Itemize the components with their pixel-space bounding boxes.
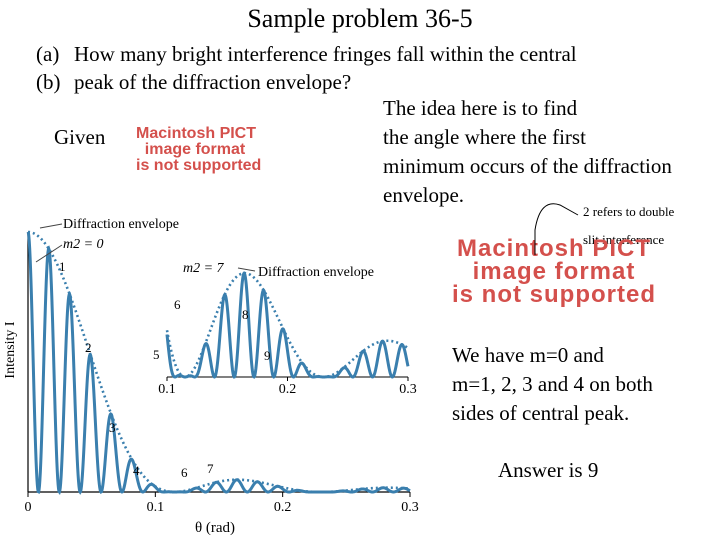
order-label: 8 bbox=[242, 307, 249, 322]
x-axis-label: θ (rad) bbox=[195, 520, 235, 536]
y-axis-label: Intensity I bbox=[3, 321, 18, 378]
question-a-text: How many bright interference fringes fal… bbox=[74, 42, 577, 66]
order-label: 6 bbox=[174, 297, 181, 312]
have-line: m=1, 2, 3 and 4 on both bbox=[452, 372, 653, 396]
idea-line: The idea here is to find bbox=[383, 96, 578, 120]
m2-zero-pointer bbox=[35, 244, 63, 263]
placeholder-line: is not supported bbox=[136, 157, 262, 174]
order-label: 7 bbox=[207, 461, 214, 476]
unsupported-image-placeholder: Macintosh PICT image format is not suppo… bbox=[136, 125, 262, 174]
order-label: 5 bbox=[153, 347, 160, 362]
question-b-marker: (b) bbox=[36, 70, 61, 94]
idea-line: envelope. bbox=[383, 183, 465, 207]
note-line: slit interference bbox=[583, 232, 665, 247]
inset-x-tick-label: 0.1 bbox=[158, 382, 176, 397]
note-line: 2 refers to double bbox=[583, 204, 675, 219]
diffraction-envelope-curve bbox=[27, 230, 411, 494]
inset-envelope-pointer bbox=[237, 267, 256, 272]
have-line: We have m=0 and bbox=[452, 343, 604, 367]
given-label: Given bbox=[54, 125, 106, 149]
placeholder-line: Macintosh PICT bbox=[456, 235, 651, 262]
order-label: 1 bbox=[59, 259, 66, 274]
inset-fringes-curve bbox=[165, 271, 410, 379]
unsupported-image-placeholder: Macintosh PICT image format is not suppo… bbox=[408, 235, 700, 308]
envelope-pointer bbox=[39, 223, 63, 229]
answer-text: Answer is 9 bbox=[498, 458, 599, 482]
x-tick-label: 0.1 bbox=[147, 500, 165, 515]
slide-title: Sample problem 36-5 bbox=[247, 4, 473, 33]
question-b-text: peak of the diffraction envelope? bbox=[74, 70, 352, 94]
order-label: 2 bbox=[85, 340, 92, 355]
order-label: 6 bbox=[181, 465, 188, 480]
have-line: sides of central peak. bbox=[452, 401, 630, 425]
idea-line: the angle where the first bbox=[383, 125, 586, 149]
m2-seven-label: m2 = 7 bbox=[183, 261, 225, 276]
x-tick-label: 0.2 bbox=[274, 500, 292, 515]
envelope-label: Diffraction envelope bbox=[63, 217, 179, 232]
placeholder-line: Macintosh PICT bbox=[136, 125, 257, 142]
inset-x-tick-label: 0.2 bbox=[279, 382, 297, 397]
note-connector bbox=[534, 203, 579, 255]
order-label: 4 bbox=[133, 463, 140, 478]
order-label: 3 bbox=[109, 420, 116, 435]
x-tick-label: 0.3 bbox=[401, 500, 419, 515]
placeholder-line: image format bbox=[472, 257, 636, 285]
idea-line: minimum occurs of the diffraction bbox=[383, 154, 672, 178]
inset-envelope-label: Diffraction envelope bbox=[258, 265, 374, 280]
x-tick-label: 0 bbox=[25, 500, 32, 515]
placeholder-line: is not supported bbox=[452, 280, 656, 308]
question-a-marker: (a) bbox=[36, 42, 60, 66]
order-label: 9 bbox=[264, 348, 271, 363]
inset-x-tick-label: 0.3 bbox=[399, 382, 417, 397]
inset-envelope-curve bbox=[165, 271, 409, 379]
m2-zero-label: m2 = 0 bbox=[63, 237, 104, 252]
placeholder-line: image format bbox=[144, 141, 246, 158]
